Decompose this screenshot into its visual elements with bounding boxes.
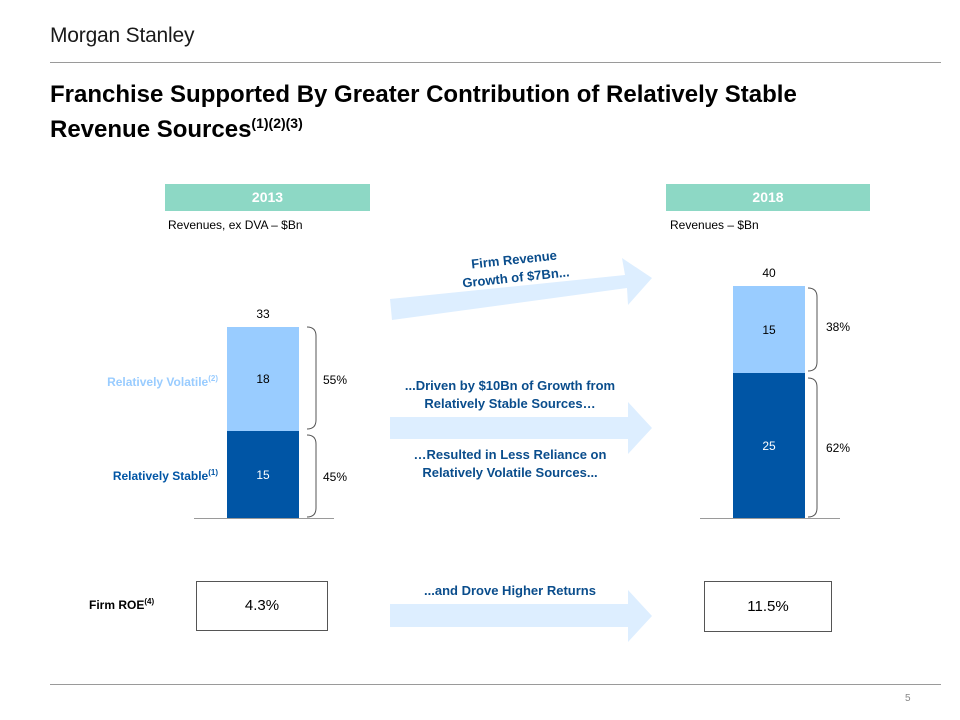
callout-driven-by-stable: ...Driven by $10Bn of Growth from Relati… <box>380 377 640 413</box>
total-2018: 40 <box>762 266 776 280</box>
bar-2018-volatile: 15 <box>733 286 805 373</box>
firm-roe-label: Firm ROE(4) <box>89 597 154 612</box>
bracket-2013-stable <box>306 434 317 518</box>
value-2013-volatile: 18 <box>256 371 270 386</box>
callout-driven-line-2: Relatively Stable Sources… <box>424 396 596 411</box>
title-line-2: Revenue Sources <box>50 116 252 143</box>
share-2018-stable: 62% <box>826 441 851 455</box>
callout-higher-returns: ...and Drove Higher Returns <box>424 583 596 598</box>
callout-driven-line-1: ...Driven by $10Bn of Growth from <box>404 378 616 393</box>
total-2013: 33 <box>256 307 270 321</box>
roe-box-2018: 11.5% <box>704 581 832 632</box>
bracket-2018-stable <box>807 377 818 518</box>
callout-resulted-line-1: …Resulted in Less Reliance on <box>413 447 607 462</box>
bar-2013-stable: 15 <box>227 431 299 518</box>
revenue-label-2018: Revenues – $Bn <box>670 218 759 232</box>
share-2018-volatile: 38% <box>826 320 851 334</box>
bar-2018-stable: 25 <box>733 373 805 518</box>
stable-arrow <box>390 402 652 454</box>
roe-box-2013: 4.3% <box>196 581 328 631</box>
label-volatile-text: Relatively Volatile <box>107 375 209 389</box>
revenue-label-2013: Revenues, ex DVA – $Bn <box>168 218 303 232</box>
share-2013-stable: 45% <box>323 470 348 484</box>
value-2018-volatile: 15 <box>762 322 776 337</box>
label-stable-text: Relatively Stable <box>112 469 209 483</box>
year-header-2018: 2018 <box>666 184 870 211</box>
header-divider <box>50 62 941 63</box>
label-relatively-stable: Relatively Stable(1) <box>60 468 218 483</box>
value-2018-stable: 25 <box>762 438 776 453</box>
title-footnote-refs: (1)(2)(3) <box>251 115 303 131</box>
morgan-stanley-logo: Morgan Stanley <box>50 24 195 47</box>
page-title: Franchise Supported By Greater Contribut… <box>50 80 930 144</box>
share-2013-volatile: 55% <box>323 373 348 387</box>
bar-2013-volatile: 18 <box>227 326 299 431</box>
title-line-1: Franchise Supported By Greater Contribut… <box>50 81 797 108</box>
bracket-2013-volatile <box>306 326 317 430</box>
firm-roe-label-text: Firm ROE <box>89 598 145 612</box>
year-header-2013: 2013 <box>165 184 370 211</box>
firm-roe-label-ref: (4) <box>144 597 155 606</box>
axis-2018 <box>700 518 840 519</box>
growth-arrow <box>390 258 652 320</box>
bracket-2018-volatile <box>807 287 818 372</box>
callout-less-reliance: …Resulted in Less Reliance on Relatively… <box>380 446 640 482</box>
roe-arrow <box>390 590 652 642</box>
page-number: 5 <box>905 693 911 704</box>
label-stable-ref: (1) <box>208 468 218 477</box>
value-2013-stable: 15 <box>256 467 270 482</box>
footer-divider <box>50 684 941 685</box>
axis-2013 <box>194 518 334 519</box>
label-relatively-volatile: Relatively Volatile(2) <box>60 374 218 389</box>
callout-resulted-line-2: Relatively Volatile Sources... <box>422 465 598 480</box>
label-volatile-ref: (2) <box>208 374 218 383</box>
